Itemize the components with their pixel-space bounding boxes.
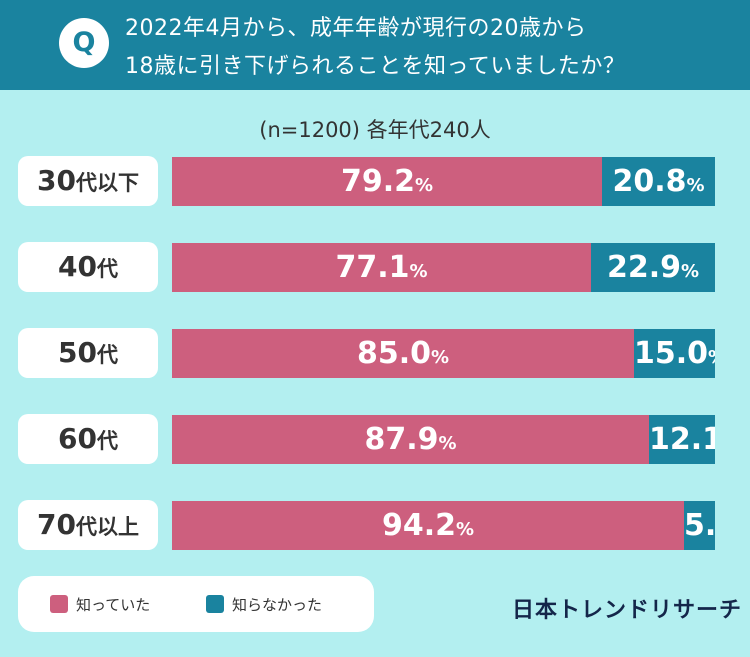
percent-sign: % <box>438 433 457 454</box>
category-age: 50 <box>58 336 97 369</box>
sample-size-note: (n=1200) 各年代240人 <box>259 118 491 142</box>
category-label: 60代 <box>18 414 158 464</box>
value-label-knew: 77.1 <box>335 250 410 285</box>
category-age: 40 <box>58 250 97 283</box>
category-age: 60 <box>58 422 97 455</box>
bar-segment-knew: 85.0% <box>172 329 634 378</box>
bar-segment-didnt-know: 20.8% <box>602 157 715 206</box>
bar-segment-didnt-know: 22.9% <box>591 243 715 292</box>
legend-swatch-didnt-know <box>206 595 224 613</box>
percent-sign: % <box>430 347 450 368</box>
percent-sign: % <box>680 261 700 282</box>
category-suffix: 代以上 <box>75 515 139 539</box>
value-label-didnt-know: 15.0 <box>634 336 709 371</box>
question-header: Q 2022年4月から、成年年齢が現行の20歳から 18歳に引き下げられることを… <box>0 0 750 90</box>
bar-segment-knew: 94.2% <box>172 501 684 550</box>
value-label-knew: 85.0 <box>356 336 431 371</box>
category-suffix: 代 <box>96 257 118 281</box>
category-label: 50代 <box>18 328 158 378</box>
bar-segment-knew: 79.2% <box>172 157 602 206</box>
brand-logo: 日本トレンドリサーチ <box>512 598 743 623</box>
category-label: 40代 <box>18 242 158 292</box>
legend-swatch-knew <box>50 595 68 613</box>
bar-segment-knew: 77.1% <box>172 243 591 292</box>
question-icon: Q <box>59 18 109 68</box>
category-label: 70代以上 <box>18 500 158 550</box>
bar-segment-didnt-know: 12.1% <box>649 415 715 464</box>
value-label-didnt-know: 12.1 <box>649 422 715 457</box>
question-text-line2: 18歳に引き下げられることを知っていましたか？ <box>125 54 626 79</box>
value-label-knew: 87.9 <box>364 422 439 457</box>
category-age: 30 <box>37 164 76 197</box>
value-label-didnt-know: 22.9 <box>606 250 681 285</box>
bar-segment-didnt-know: 5.8% <box>684 501 715 550</box>
category-suffix: 代以下 <box>75 171 139 195</box>
legend-label-knew: 知っていた <box>76 596 151 614</box>
question-text-line1: 2022年4月から、成年年齢が現行の20歳から <box>125 16 587 41</box>
legend: 知っていた 知らなかった <box>18 576 374 632</box>
category-label: 30代以下 <box>18 156 158 206</box>
value-label-didnt-know: 5.8 <box>684 508 715 543</box>
value-label-knew: 94.2 <box>381 508 456 543</box>
category-suffix: 代 <box>96 343 118 367</box>
bar-segment-knew: 87.9% <box>172 415 649 464</box>
value-label-knew: 79.2 <box>340 164 415 199</box>
percent-sign: % <box>708 347 715 368</box>
percent-sign: % <box>455 519 475 540</box>
category-age: 70 <box>37 508 76 541</box>
value-label-didnt-know: 20.8 <box>612 164 687 199</box>
percent-sign: % <box>414 175 434 196</box>
bar-segment-didnt-know: 15.0% <box>634 329 715 378</box>
percent-sign: % <box>409 261 428 282</box>
percent-sign: % <box>686 175 705 196</box>
legend-label-didnt-know: 知らなかった <box>232 596 323 614</box>
category-suffix: 代 <box>96 429 118 453</box>
